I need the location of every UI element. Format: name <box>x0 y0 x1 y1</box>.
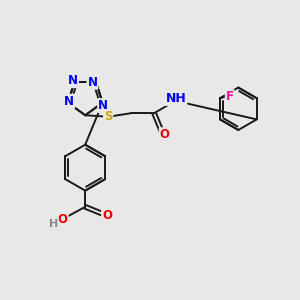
Text: N: N <box>98 99 108 112</box>
Text: O: O <box>102 209 112 222</box>
Text: S: S <box>104 110 112 123</box>
Text: NH: NH <box>166 92 186 105</box>
Text: N: N <box>64 95 74 108</box>
Text: F: F <box>226 90 234 103</box>
Text: N: N <box>68 74 78 87</box>
Text: O: O <box>160 128 170 141</box>
Text: H: H <box>49 219 58 229</box>
Text: N: N <box>87 76 98 89</box>
Text: O: O <box>58 213 68 226</box>
